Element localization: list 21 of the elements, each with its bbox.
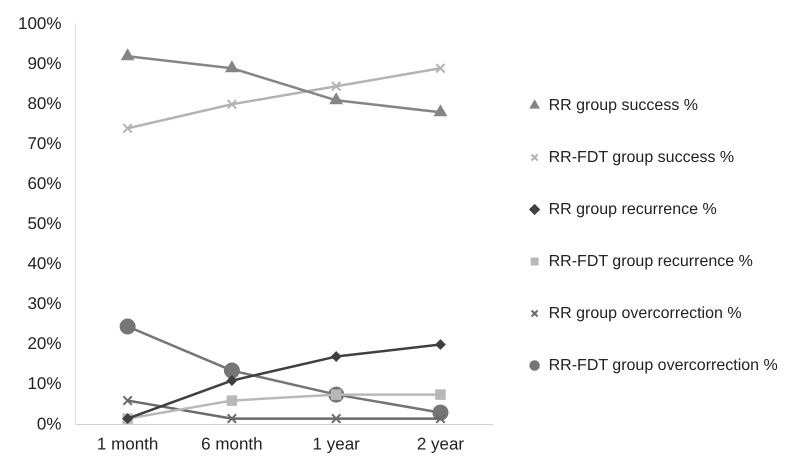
x-tick-label: 1 year	[312, 434, 360, 454]
legend-label: RR group recurrence %	[548, 200, 717, 218]
y-tick-label: 20%	[27, 334, 62, 354]
y-tick-label: 40%	[27, 254, 62, 274]
legend-label: RR-FDT group success %	[548, 148, 734, 166]
y-tick-label: 70%	[27, 134, 62, 154]
y-tick-label: 50%	[27, 214, 62, 234]
x-tick-label: 1 month	[96, 434, 158, 454]
y-tick-label: 80%	[27, 94, 62, 113]
legend-label: RR-FDT group recurrence %	[548, 252, 753, 270]
legend-label: RR-FDT group overcorrection %	[548, 356, 778, 374]
legend-label: RR group overcorrection %	[548, 304, 742, 322]
y-tick-label: 60%	[27, 174, 62, 194]
x-tick-label: 2 year	[416, 434, 464, 454]
y-tick-label: 0%	[36, 414, 62, 434]
y-tick-label: 100%	[18, 14, 62, 33]
y-tick-label: 90%	[27, 54, 62, 73]
y-tick-label: 10%	[27, 374, 62, 394]
legend-label: RR group success %	[548, 96, 698, 114]
x-tick-label: 6 month	[201, 434, 263, 454]
y-tick-label: 30%	[27, 294, 62, 314]
